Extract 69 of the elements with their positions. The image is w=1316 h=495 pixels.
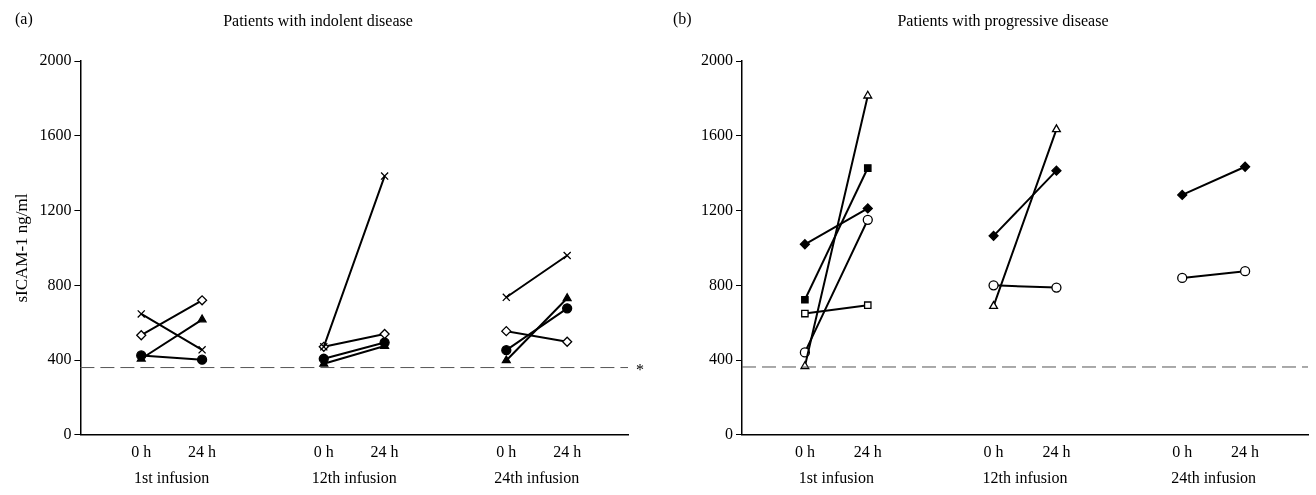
point xyxy=(862,214,873,225)
x-tick-label: 0 h xyxy=(794,442,815,460)
point xyxy=(197,345,207,354)
x-tick-label: 24 h xyxy=(188,442,217,460)
y-tick-label: 1600 xyxy=(701,126,733,144)
y-tick-label: 1600 xyxy=(39,126,72,144)
point xyxy=(562,251,572,260)
y-tick-label: 2000 xyxy=(701,51,733,69)
point xyxy=(989,300,999,309)
point xyxy=(1177,272,1188,284)
point xyxy=(801,309,809,318)
point xyxy=(562,293,572,302)
text: (b) xyxy=(673,10,692,29)
point xyxy=(501,345,512,356)
x-tick-label: 0 h xyxy=(496,442,517,460)
point xyxy=(501,355,511,364)
y-axis-title: sICAM-1 ng/ml xyxy=(11,193,31,303)
point xyxy=(562,336,573,347)
point xyxy=(988,280,999,291)
chart-title: Patients with progressive disease xyxy=(897,11,1109,30)
text: (a) xyxy=(15,10,33,29)
point xyxy=(1051,124,1061,133)
point xyxy=(380,171,389,181)
y-tick-label: 800 xyxy=(709,275,733,293)
point xyxy=(1239,266,1251,277)
point xyxy=(1177,189,1188,201)
point xyxy=(862,203,873,214)
y-tick-label: 1200 xyxy=(701,200,733,218)
point xyxy=(562,303,573,314)
y-tick-label: 400 xyxy=(47,350,72,368)
text: 12th infusion xyxy=(311,469,397,486)
point xyxy=(502,293,511,302)
text: 1st infusion xyxy=(798,469,874,486)
x-tick-label: 24 h xyxy=(553,442,582,460)
ref-line-label: * xyxy=(636,360,644,378)
point xyxy=(1051,282,1062,293)
x-tick-label: 0 h xyxy=(313,442,334,460)
y-tick-label: 800 xyxy=(47,275,72,293)
point xyxy=(801,295,809,304)
chart-title: Patients with indolent disease xyxy=(223,11,413,29)
point xyxy=(501,325,512,337)
y-tick-label: 0 xyxy=(725,425,733,442)
point xyxy=(196,354,208,365)
y-tick-label: 2000 xyxy=(39,51,72,69)
x-tick-label: 0 h xyxy=(983,442,1004,460)
point xyxy=(799,239,811,250)
x-tick-label: 24 h xyxy=(370,442,399,460)
point xyxy=(1051,165,1062,176)
point xyxy=(988,230,999,242)
y-tick-label: 0 xyxy=(63,425,72,442)
y-tick-label: 400 xyxy=(709,350,733,368)
text: 24th infusion xyxy=(494,469,580,486)
point xyxy=(137,309,146,319)
point xyxy=(863,301,872,309)
y-tick-label: 1200 xyxy=(39,200,72,218)
text: 24th infusion xyxy=(1171,469,1257,486)
point xyxy=(863,90,873,99)
point xyxy=(136,330,147,341)
x-tick-label: 0 h xyxy=(131,442,152,460)
x-tick-label: 24 h xyxy=(1231,442,1260,460)
point xyxy=(863,164,872,172)
point xyxy=(196,295,208,306)
point xyxy=(197,314,207,323)
text: 12th infusion xyxy=(982,469,1068,486)
text: 1st infusion xyxy=(134,469,210,486)
x-tick-label: 0 h xyxy=(1172,442,1193,460)
x-tick-label: 24 h xyxy=(853,442,882,460)
point xyxy=(1239,161,1251,172)
x-tick-label: 24 h xyxy=(1042,442,1071,460)
